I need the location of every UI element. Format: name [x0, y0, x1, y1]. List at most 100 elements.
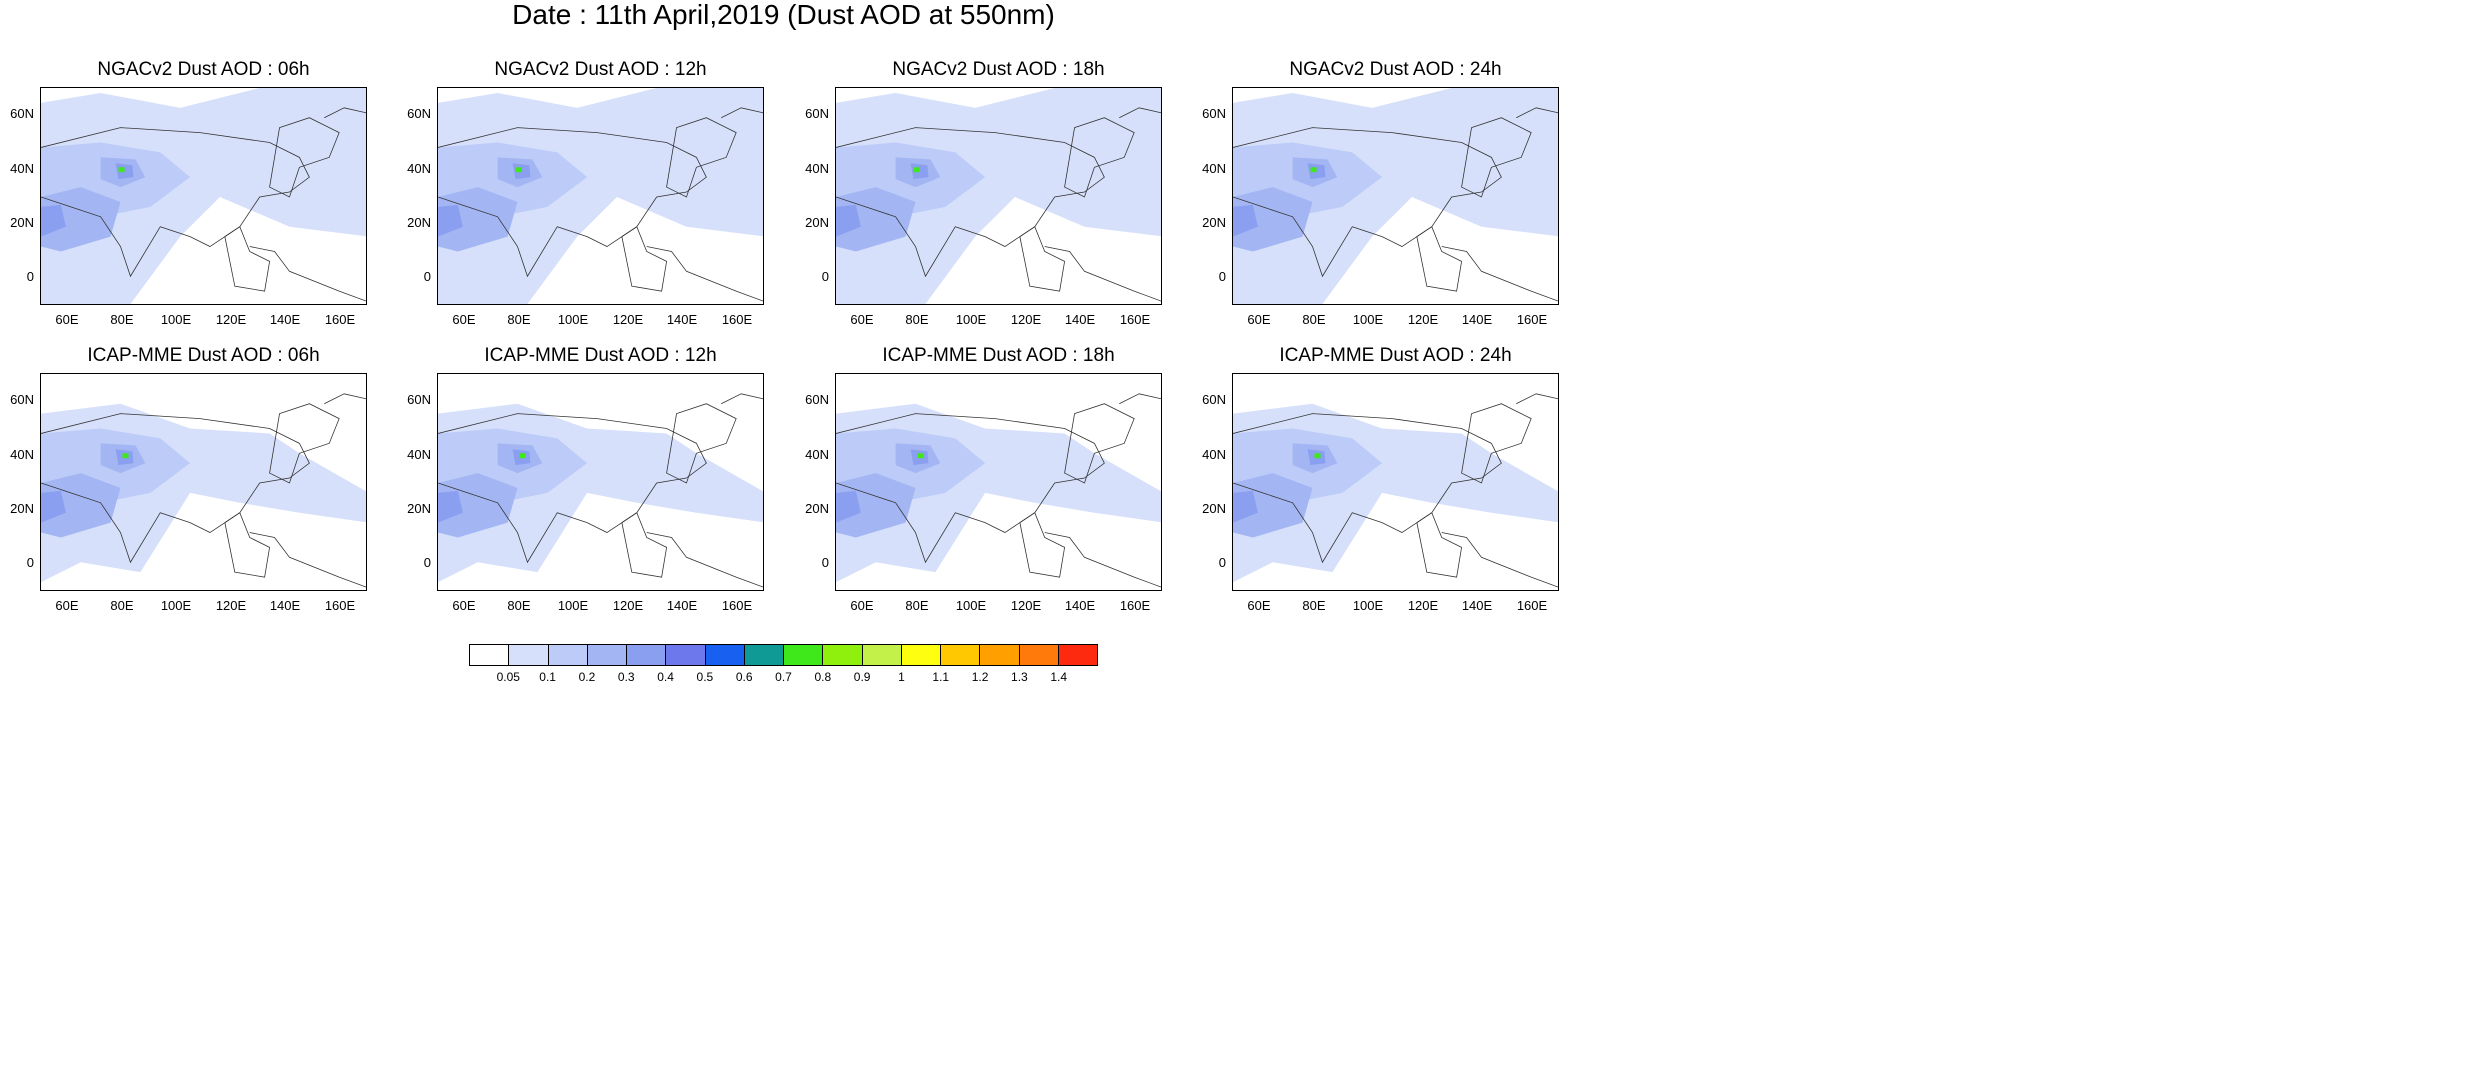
latitude-tick-label: 60N: [10, 106, 34, 121]
latitude-tick-label: 60N: [407, 106, 431, 121]
latitude-tick-label: 20N: [407, 501, 431, 516]
longitude-tick-label: 160E: [324, 598, 356, 613]
latitude-tick-label: 40N: [407, 161, 431, 176]
dust-aod-map: [1232, 87, 1559, 305]
longitude-tick-label: 80E: [110, 598, 134, 613]
latitude-tick-label: 60N: [407, 392, 431, 407]
latitude-tick-label: 20N: [805, 501, 829, 516]
latitude-tick-label: 20N: [407, 215, 431, 230]
colorbar-tick-label: 0.05: [496, 670, 520, 684]
colorbar-swatch: [980, 645, 1020, 665]
longitude-tick-label: 60E: [452, 598, 476, 613]
longitude-tick-label: 120E: [215, 312, 247, 327]
longitude-tick-label: 120E: [215, 598, 247, 613]
colorbar-swatch: [509, 645, 549, 665]
latitude-tick-label: 0: [423, 269, 431, 284]
longitude-tick-label: 100E: [1352, 312, 1384, 327]
panel-title: NGACv2 Dust AOD : 18h: [892, 59, 1105, 80]
latitude-tick-label: 0: [26, 269, 34, 284]
colorbar-tick-label: 0.7: [775, 670, 792, 684]
longitude-tick-label: 140E: [1064, 312, 1096, 327]
colorbar-tick-label: 0.6: [735, 670, 753, 684]
longitude-tick-label: 60E: [1247, 598, 1271, 613]
colorbar-tick-label: 0.5: [696, 670, 714, 684]
colorbar-swatch: [941, 645, 981, 665]
colorbar-tick-label: 1.2: [971, 670, 989, 684]
longitude-tick-label: 100E: [160, 312, 192, 327]
colorbar-swatch: [1019, 645, 1059, 665]
longitude-tick-label: 60E: [850, 312, 874, 327]
longitude-tick-label: 120E: [1407, 598, 1439, 613]
latitude-tick-label: 0: [423, 555, 431, 570]
longitude-tick-label: 140E: [269, 598, 301, 613]
longitude-tick-label: 100E: [557, 312, 589, 327]
panel-title: ICAP-MME Dust AOD : 24h: [1279, 345, 1512, 366]
longitude-tick-label: 100E: [557, 598, 589, 613]
longitude-tick-label: 160E: [1119, 312, 1151, 327]
colorbar-tick-label: 1.1: [932, 670, 950, 684]
latitude-tick-label: 40N: [10, 447, 34, 462]
latitude-tick-label: 40N: [1202, 161, 1226, 176]
latitude-tick-label: 40N: [805, 161, 829, 176]
figure-title: Date : 11th April,2019 (Dust AOD at 550n…: [512, 0, 1055, 30]
longitude-tick-label: 80E: [905, 312, 929, 327]
colorbar: [469, 644, 1098, 666]
colorbar-tick-label: 0.8: [814, 670, 832, 684]
longitude-tick-label: 140E: [1064, 598, 1096, 613]
latitude-tick-label: 60N: [10, 392, 34, 407]
panel-title: ICAP-MME Dust AOD : 18h: [882, 345, 1115, 366]
colorbar-tick-label: 0.4: [657, 670, 674, 684]
colorbar-swatch: [744, 645, 784, 665]
colorbar-tick-label: 0.1: [539, 670, 556, 684]
longitude-tick-label: 100E: [160, 598, 192, 613]
colorbar-swatch: [666, 645, 706, 665]
panel-title: NGACv2 Dust AOD : 12h: [494, 59, 707, 80]
longitude-tick-label: 120E: [612, 598, 644, 613]
colorbar-swatch: [862, 645, 902, 665]
latitude-tick-label: 60N: [805, 392, 829, 407]
latitude-tick-label: 0: [1218, 269, 1226, 284]
panel-title: ICAP-MME Dust AOD : 12h: [484, 345, 717, 366]
colorbar-swatch: [587, 645, 627, 665]
longitude-tick-label: 80E: [507, 312, 531, 327]
longitude-tick-label: 160E: [324, 312, 356, 327]
colorbar-swatch: [1058, 645, 1097, 665]
colorbar-tick-label: 0.2: [578, 670, 596, 684]
latitude-tick-label: 0: [821, 555, 829, 570]
panel-title: NGACv2 Dust AOD : 06h: [97, 59, 310, 80]
longitude-tick-label: 60E: [55, 312, 79, 327]
longitude-tick-label: 80E: [110, 312, 134, 327]
longitude-tick-label: 140E: [1461, 312, 1493, 327]
longitude-tick-label: 80E: [1302, 312, 1326, 327]
longitude-tick-label: 160E: [1516, 312, 1548, 327]
colorbar-swatch: [705, 645, 745, 665]
dust-aod-map: [835, 373, 1162, 591]
latitude-tick-label: 20N: [805, 215, 829, 230]
longitude-tick-label: 120E: [1010, 312, 1042, 327]
latitude-tick-label: 60N: [1202, 392, 1226, 407]
latitude-tick-label: 40N: [10, 161, 34, 176]
longitude-tick-label: 160E: [721, 598, 753, 613]
dust-aod-map: [40, 87, 367, 305]
longitude-tick-label: 140E: [269, 312, 301, 327]
longitude-tick-label: 140E: [666, 312, 698, 327]
longitude-tick-label: 80E: [905, 598, 929, 613]
longitude-tick-label: 100E: [955, 598, 987, 613]
longitude-tick-label: 140E: [666, 598, 698, 613]
colorbar-swatch: [901, 645, 941, 665]
panel-title: NGACv2 Dust AOD : 24h: [1289, 59, 1502, 80]
latitude-tick-label: 40N: [407, 447, 431, 462]
colorbar-tick-label: 0.3: [617, 670, 635, 684]
latitude-tick-label: 0: [1218, 555, 1226, 570]
longitude-tick-label: 120E: [1010, 598, 1042, 613]
latitude-tick-label: 60N: [805, 106, 829, 121]
latitude-tick-label: 20N: [10, 501, 34, 516]
dust-aod-map: [437, 87, 764, 305]
longitude-tick-label: 80E: [1302, 598, 1326, 613]
longitude-tick-label: 160E: [1119, 598, 1151, 613]
longitude-tick-label: 120E: [1407, 312, 1439, 327]
longitude-tick-label: 140E: [1461, 598, 1493, 613]
latitude-tick-label: 60N: [1202, 106, 1226, 121]
latitude-tick-label: 0: [26, 555, 34, 570]
dust-aod-map: [1232, 373, 1559, 591]
